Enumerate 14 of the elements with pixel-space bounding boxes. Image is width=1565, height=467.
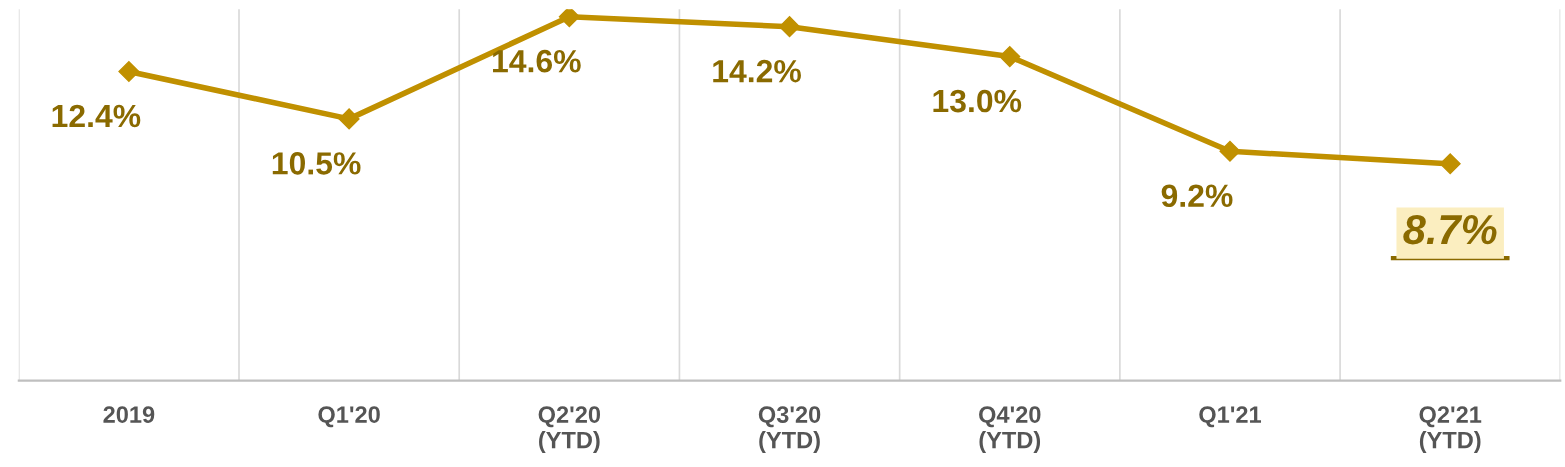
x-tick-label: Q3'20 (YTD) [758,406,821,454]
data-label: 12.4% [52,104,141,128]
x-tick-label: Q2'21 (YTD) [1419,406,1482,454]
data-label: 14.6% [493,49,581,73]
x-tick-label: Q2'20 (YTD) [538,406,601,454]
x-tick-label: Q1'21 [1199,406,1262,428]
data-label: 8.7% [1403,214,1497,245]
data-label: 10.5% [272,152,361,175]
x-tick-label: Q1'20 [318,406,380,428]
data-label: 14.2% [713,59,801,83]
data-label: 13.0% [933,89,1022,113]
x-tick-label: 2019 [103,406,155,423]
x-tick-label: Q4'20 (YTD) [979,406,1041,454]
data-label: 9.2% [1161,184,1233,208]
